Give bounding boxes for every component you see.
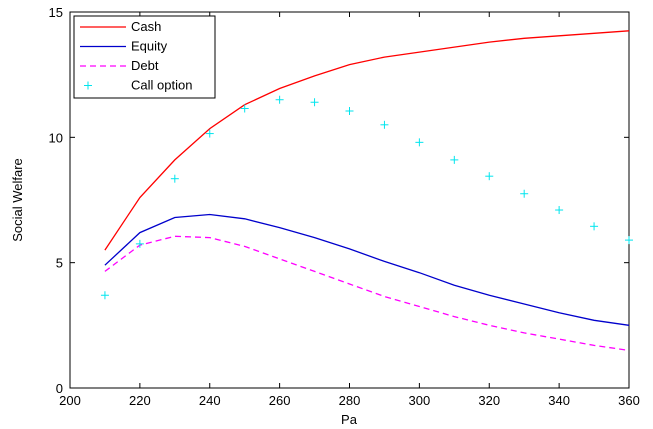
data-point-call-option	[520, 189, 529, 198]
data-point-call-option	[205, 129, 214, 138]
axis-ticks: 200 220 240 260 280 300 320 340 360 0 5 10 15	[49, 5, 640, 408]
x-tick-label: 340	[548, 393, 570, 408]
x-tick-label: 240	[199, 393, 221, 408]
legend-label-call-option: Call option	[131, 78, 192, 93]
y-tick-label: 0	[56, 381, 63, 396]
data-point-call-option	[170, 174, 179, 183]
series-line-cash	[104, 30, 630, 251]
data-point-call-option	[590, 222, 599, 231]
data-point-call-option	[555, 206, 564, 215]
x-tick-label: 280	[339, 393, 361, 408]
x-tick-label: 260	[269, 393, 291, 408]
series-layer	[100, 30, 633, 352]
x-tick-label: 360	[618, 393, 640, 408]
series-line-debt	[104, 235, 630, 352]
data-point-call-option	[275, 95, 284, 104]
x-axis-title: Pa	[341, 412, 358, 427]
data-point-call-option	[240, 104, 249, 113]
data-point-call-option	[450, 155, 459, 164]
data-point-call-option	[485, 172, 494, 181]
data-point-call-option	[625, 236, 633, 245]
legend: Cash Equity Debt Call option	[73, 15, 216, 99]
data-point-call-option	[310, 98, 319, 107]
y-tick-label: 10	[49, 130, 63, 145]
y-tick-label: 5	[56, 256, 63, 271]
series-line-equity	[104, 213, 630, 326]
data-point-call-option	[380, 120, 389, 129]
legend-marker-call-option	[84, 81, 92, 90]
legend-label-cash: Cash	[131, 19, 161, 34]
x-tick-label: 200	[59, 393, 81, 408]
x-tick-label: 300	[409, 393, 431, 408]
legend-label-debt: Debt	[131, 58, 159, 73]
y-axis-title: Social Welfare	[10, 158, 25, 242]
data-point-call-option	[100, 291, 109, 300]
legend-box	[73, 15, 216, 99]
x-tick-label: 220	[129, 393, 151, 408]
legend-label-equity: Equity	[131, 39, 168, 54]
y-tick-label: 15	[49, 5, 63, 20]
data-point-call-option	[415, 138, 424, 147]
x-tick-label: 320	[478, 393, 500, 408]
data-point-call-option	[345, 107, 354, 116]
data-point-call-option	[135, 239, 144, 248]
